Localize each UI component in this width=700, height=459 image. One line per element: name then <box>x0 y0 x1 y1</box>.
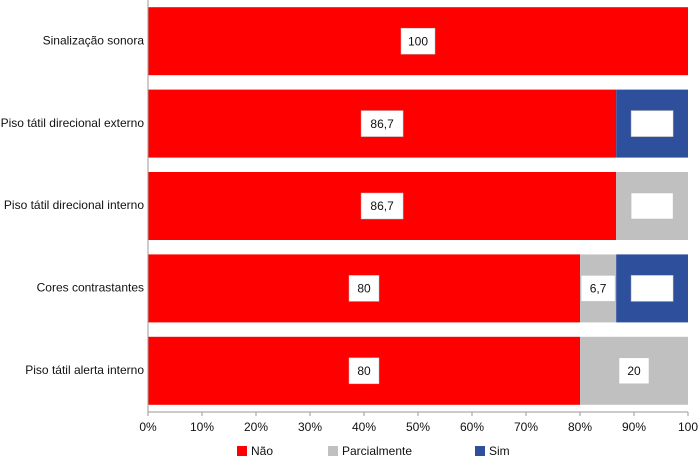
x-tick-label: 10% <box>190 420 214 434</box>
value-label: 100 <box>408 34 428 48</box>
value-label: 20 <box>627 364 641 378</box>
category-label: Piso tátil direcional externo <box>1 116 145 130</box>
value-label-box <box>360 110 404 137</box>
x-tick-label: 20% <box>244 420 268 434</box>
value-label-box <box>360 192 404 220</box>
x-tick-label: 80% <box>568 420 592 434</box>
category-label: Cores contrastantes <box>37 281 144 295</box>
x-tick-label: 0% <box>139 420 157 434</box>
category-label: Piso tátil alerta interno <box>25 363 144 377</box>
category-label: Piso tátil direcional interno <box>4 198 144 212</box>
value-label-box <box>618 357 650 385</box>
legend-swatch <box>475 446 485 456</box>
legend-swatch <box>237 446 247 456</box>
value-label: 6,7 <box>590 282 607 296</box>
x-tick-label: 70% <box>514 420 538 434</box>
value-label: 86,7 <box>370 117 394 131</box>
x-tick-label: 50% <box>406 420 430 434</box>
x-tick-label: 40% <box>352 420 376 434</box>
value-label-box <box>630 192 674 220</box>
x-tick-label: 30% <box>298 420 322 434</box>
value-label-box <box>630 275 674 302</box>
value-label-box <box>580 275 616 302</box>
legend-label: Parcialmente <box>342 444 412 458</box>
value-label-box <box>348 275 380 302</box>
value-label-box <box>630 110 674 137</box>
legend-swatch <box>328 446 338 456</box>
legend-label: Sim <box>489 444 510 458</box>
value-label: 80 <box>357 364 371 378</box>
legend-label: Não <box>251 444 273 458</box>
x-tick-label: 100 <box>678 420 698 434</box>
value-label: 80 <box>357 282 371 296</box>
value-label-box <box>348 357 380 385</box>
x-tick-label: 60% <box>460 420 484 434</box>
x-tick-label: 90% <box>622 420 646 434</box>
value-label: 86,7 <box>370 199 394 213</box>
value-label-box <box>400 27 436 55</box>
category-label: Sinalização sonora <box>43 33 145 47</box>
